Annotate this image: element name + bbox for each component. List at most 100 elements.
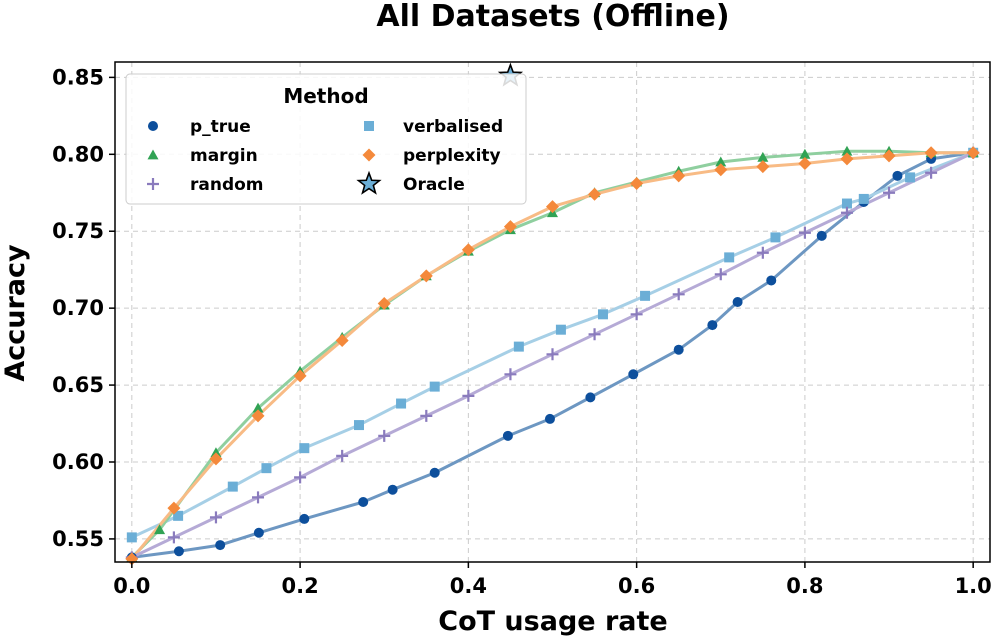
data-point-perplexity (756, 160, 770, 174)
data-point-verbalised (261, 463, 272, 474)
data-point-p-true (502, 430, 513, 441)
legend-marker-verbalised (364, 121, 374, 131)
data-point-perplexity (293, 369, 307, 383)
y-tick-label: 0.55 (52, 527, 104, 551)
data-point-margin (210, 447, 222, 458)
data-point-verbalised (858, 193, 869, 204)
data-point-verbalised (597, 309, 608, 320)
data-point-perplexity (209, 452, 223, 466)
data-point-perplexity (461, 243, 475, 257)
data-point-random (672, 288, 685, 301)
data-point-perplexity (882, 149, 896, 163)
y-tick-label: 0.60 (52, 450, 104, 474)
legend: Method p_true verbalised margin perplexity r… (125, 73, 527, 205)
data-point-verbalised (905, 172, 916, 183)
y-tick-label: 0.65 (52, 373, 104, 397)
y-axis-label: Accuracy (0, 244, 31, 382)
data-point-p-true (173, 546, 184, 557)
data-point-perplexity (251, 409, 265, 423)
legend-title: Method (283, 84, 368, 108)
data-point-perplexity (672, 169, 686, 183)
y-tick-label: 0.85 (52, 65, 104, 89)
data-point-perplexity (630, 177, 644, 191)
legend-label: p_true (190, 117, 251, 137)
y-tick-label: 0.80 (52, 142, 104, 166)
data-point-random (714, 268, 727, 281)
data-point-p-true (358, 497, 369, 507)
data-point-p-true (215, 540, 226, 551)
data-point-verbalised (513, 341, 524, 352)
data-point-p-true (892, 170, 903, 181)
x-tick-label: 0.6 (618, 574, 655, 598)
data-point-margin (799, 148, 811, 159)
data-point-random (840, 206, 853, 219)
y-axis-ticks: 0.55 0.60 0.65 0.70 0.75 0.80 0.85 (52, 65, 115, 551)
x-axis-ticks: 0.0 0.2 0.4 0.6 0.8 1.0 (113, 562, 992, 598)
data-point-perplexity (335, 333, 349, 347)
y-tick-label: 0.70 (52, 296, 104, 320)
legend-marker-oracle (356, 170, 382, 195)
data-point-perplexity (503, 220, 517, 234)
data-point-perplexity (419, 269, 433, 283)
legend-label: random (190, 175, 264, 195)
legend-marker-margin (147, 149, 159, 160)
x-tick-label: 1.0 (955, 574, 992, 598)
data-point-margin (757, 151, 769, 162)
data-point-random (252, 491, 265, 504)
y-tick-label: 0.75 (52, 219, 104, 243)
data-point-verbalised (429, 381, 440, 392)
data-point-perplexity (546, 200, 559, 214)
data-point-verbalised (724, 252, 735, 263)
data-point-verbalised (770, 232, 781, 243)
data-point-perplexity (588, 187, 602, 201)
data-point-p-true (585, 392, 596, 403)
data-point-p-true (429, 467, 440, 478)
data-point-verbalised (396, 398, 407, 409)
data-point-margin (252, 402, 264, 413)
chart-title: All Datasets (Offline) (376, 0, 729, 34)
data-point-p-true (387, 484, 398, 495)
data-point-verbalised (841, 198, 852, 209)
data-point-random (925, 166, 938, 179)
data-point-perplexity (714, 163, 728, 177)
data-point-p-true (299, 513, 310, 524)
data-point-random (462, 389, 475, 402)
data-point-random (504, 368, 517, 381)
legend-marker-random (147, 178, 159, 190)
x-tick-label: 0.0 (113, 574, 150, 598)
data-point-random (420, 409, 433, 422)
data-point-random (294, 471, 307, 484)
data-point-margin (715, 156, 727, 167)
data-point-perplexity (924, 146, 938, 160)
x-tick-label: 0.4 (450, 574, 487, 598)
data-point-random (756, 246, 769, 259)
x-axis-label: CoT usage rate (438, 606, 668, 637)
legend-label: Oracle (403, 175, 465, 195)
data-point-p-true (544, 413, 555, 424)
data-point-random (883, 186, 896, 199)
legend-marker-p-true (148, 121, 158, 131)
x-tick-label: 0.8 (786, 574, 823, 598)
data-point-verbalised (555, 324, 566, 335)
data-point-p-true (732, 297, 743, 307)
legend-marker-perplexity (362, 148, 376, 162)
data-point-verbalised (299, 443, 310, 454)
data-point-margin (154, 524, 166, 535)
data-point-p-true (253, 527, 264, 538)
data-point-random (209, 511, 222, 524)
data-point-perplexity (966, 146, 980, 160)
data-point-verbalised (126, 532, 137, 543)
data-point-p-true (707, 320, 718, 331)
data-point-verbalised (173, 510, 184, 521)
data-point-perplexity (167, 501, 181, 515)
data-point-perplexity (798, 157, 812, 171)
plot-frame (114, 61, 991, 563)
legend-label: margin (190, 146, 258, 166)
x-tick-label: 0.2 (281, 574, 318, 598)
data-point-p-true (673, 344, 684, 355)
legend-label: verbalised (403, 117, 503, 137)
data-point-p-true (628, 369, 639, 380)
data-point-random (336, 449, 349, 462)
data-point-random (167, 531, 180, 544)
